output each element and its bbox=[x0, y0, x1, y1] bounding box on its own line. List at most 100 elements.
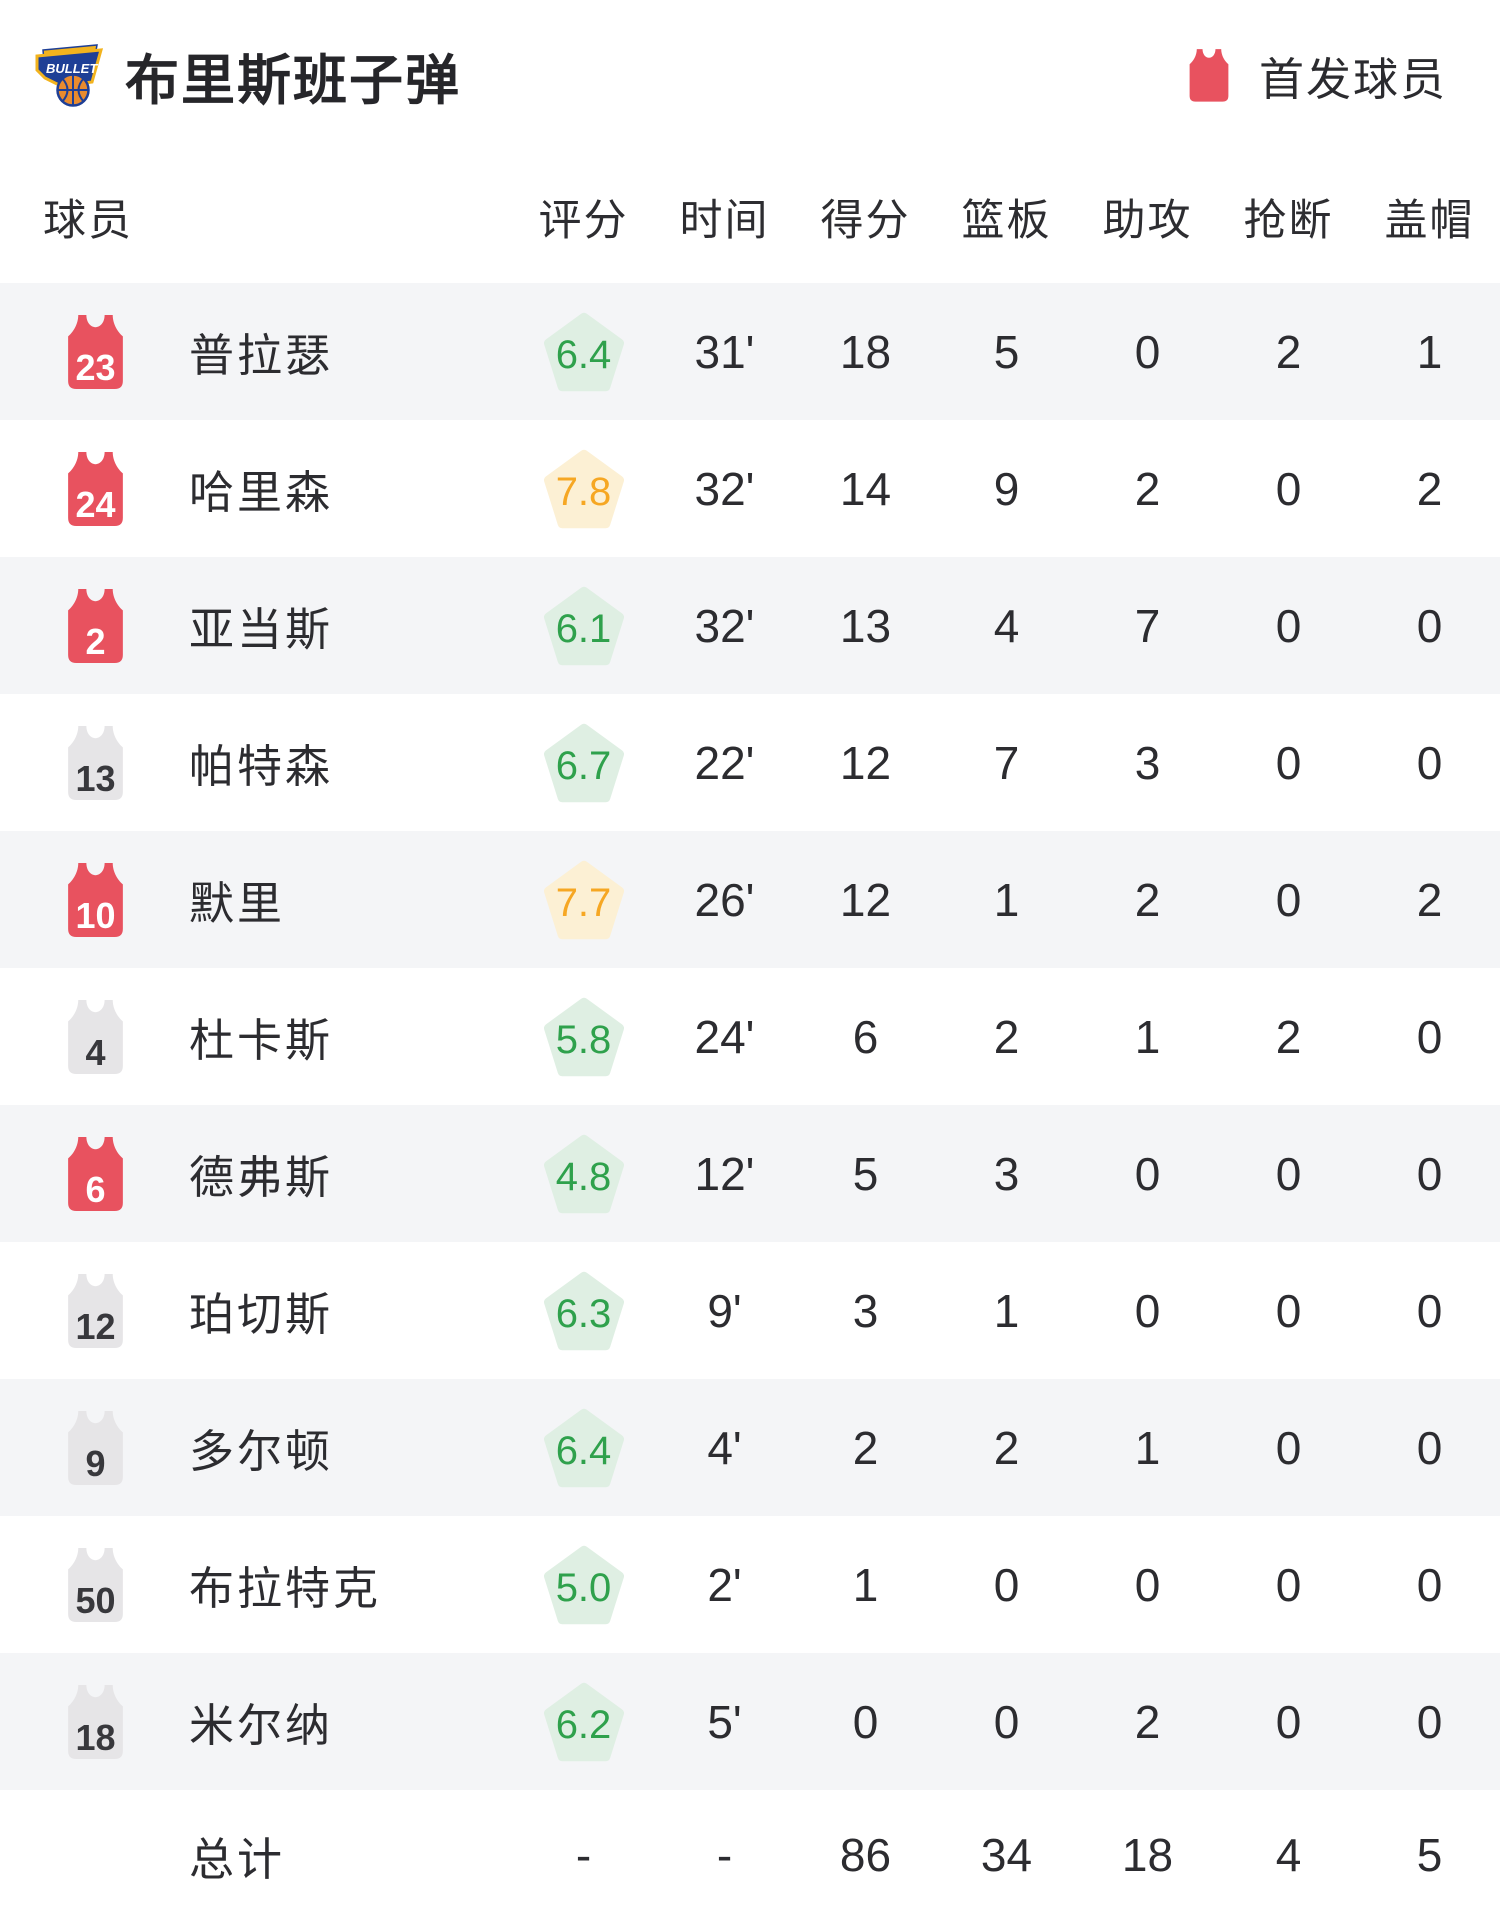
jersey-icon: 23 bbox=[59, 312, 132, 391]
jersey-number: 10 bbox=[75, 895, 116, 936]
stat-steals: 2 bbox=[1134, 873, 1161, 926]
stat-rebounds: 3 bbox=[993, 1147, 1020, 1200]
jersey-number: 18 bbox=[75, 1717, 116, 1758]
rating-value: 6.7 bbox=[555, 743, 612, 788]
rating-cell: 6.4 bbox=[513, 1408, 654, 1488]
player-row[interactable]: 4 杜卡斯 5.8 24' 6 2 1 2 0 bbox=[0, 968, 1500, 1105]
player-name: 布拉特克 bbox=[189, 1563, 382, 1614]
stat-assists: 0 bbox=[1275, 599, 1302, 652]
column-header-steals: 抢断 bbox=[1243, 196, 1334, 245]
stat-steals: 3 bbox=[1134, 736, 1161, 789]
stat-points: 5 bbox=[852, 1147, 879, 1200]
jersey-number: 23 bbox=[75, 347, 116, 388]
stat-time: 31' bbox=[694, 325, 755, 378]
player-cell: 23 普拉瑟 bbox=[0, 312, 513, 391]
player-cell: 4 杜卡斯 bbox=[0, 997, 513, 1076]
team-logo-icon: BULLETS bbox=[35, 44, 103, 107]
player-cell: 6 德弗斯 bbox=[0, 1134, 513, 1213]
jersey-number: 24 bbox=[75, 484, 116, 525]
pentagon-icon bbox=[543, 1682, 624, 1761]
player-row[interactable]: 50 布拉特克 5.0 2' 1 0 0 0 0 bbox=[0, 1516, 1500, 1653]
pentagon-icon bbox=[543, 997, 624, 1076]
player-cell: 2 亚当斯 bbox=[0, 586, 513, 665]
stat-time: 2' bbox=[707, 1558, 742, 1611]
stat-assists: 0 bbox=[1275, 736, 1302, 789]
rating-value: 6.4 bbox=[555, 332, 612, 377]
rating-cell: 6.7 bbox=[513, 723, 654, 803]
rating-badge: 5.0 bbox=[543, 1545, 624, 1625]
stat-time: 4' bbox=[707, 1421, 742, 1474]
player-row[interactable]: 6 德弗斯 4.8 12' 5 3 0 0 0 bbox=[0, 1105, 1500, 1242]
player-name: 多尔顿 bbox=[189, 1426, 334, 1477]
total-rating: - bbox=[575, 1829, 592, 1881]
player-row[interactable]: 9 多尔顿 6.4 4' 2 2 1 0 0 bbox=[0, 1379, 1500, 1516]
stat-rebounds: 1 bbox=[993, 873, 1020, 926]
player-row[interactable]: 13 帕特森 6.7 22' 12 7 3 0 0 bbox=[0, 694, 1500, 831]
stat-rebounds: 1 bbox=[993, 1284, 1020, 1337]
stat-steals: 7 bbox=[1134, 599, 1161, 652]
stat-points: 18 bbox=[839, 325, 892, 378]
jersey-icon: 4 bbox=[59, 997, 132, 1076]
stat-points: 2 bbox=[852, 1421, 879, 1474]
stat-points: 12 bbox=[839, 873, 892, 926]
rating-badge: 6.7 bbox=[543, 723, 624, 803]
column-header-rating: 评分 bbox=[538, 196, 629, 245]
stat-assists: 0 bbox=[1275, 1695, 1302, 1748]
stat-blocks: 2 bbox=[1416, 462, 1443, 515]
column-header-player: 球员 bbox=[43, 196, 133, 245]
stat-blocks: 0 bbox=[1416, 1147, 1443, 1200]
rating-value: 7.8 bbox=[555, 469, 612, 514]
rating-value: 4.8 bbox=[555, 1154, 612, 1199]
stat-points: 0 bbox=[852, 1695, 879, 1748]
total-row: 总计 - - 86 34 18 4 5 bbox=[0, 1790, 1500, 1920]
rating-value: 6.2 bbox=[555, 1702, 612, 1747]
column-header-assists: 助攻 bbox=[1102, 196, 1193, 245]
stat-blocks: 0 bbox=[1416, 599, 1443, 652]
rating-badge: 7.7 bbox=[543, 860, 624, 940]
player-row[interactable]: 24 哈里森 7.8 32' 14 9 2 0 2 bbox=[0, 420, 1500, 557]
player-row[interactable]: 10 默里 7.7 26' 12 1 2 0 2 bbox=[0, 831, 1500, 968]
table-body: 23 普拉瑟 6.4 31' 18 5 0 2 1 24 哈里森 bbox=[0, 283, 1500, 1790]
player-row[interactable]: 23 普拉瑟 6.4 31' 18 5 0 2 1 bbox=[0, 283, 1500, 420]
pentagon-icon bbox=[543, 312, 624, 391]
rating-cell: 6.2 bbox=[513, 1682, 654, 1762]
player-row[interactable]: 12 珀切斯 6.3 9' 3 1 0 0 0 bbox=[0, 1242, 1500, 1379]
rating-badge: 6.1 bbox=[543, 586, 624, 666]
jersey-icon: 10 bbox=[59, 860, 132, 939]
rating-badge: 6.4 bbox=[543, 312, 624, 392]
total-assists: 18 bbox=[1121, 1829, 1174, 1881]
jersey-icon: 13 bbox=[59, 723, 132, 802]
player-row[interactable]: 2 亚当斯 6.1 32' 13 4 7 0 0 bbox=[0, 557, 1500, 694]
stat-steals: 0 bbox=[1134, 1284, 1161, 1337]
column-header-time: 时间 bbox=[679, 196, 770, 245]
stat-points: 14 bbox=[839, 462, 892, 515]
rating-cell: 5.0 bbox=[513, 1545, 654, 1625]
stat-time: 9' bbox=[707, 1284, 742, 1337]
stat-rebounds: 5 bbox=[993, 325, 1020, 378]
stat-rebounds: 2 bbox=[993, 1421, 1020, 1474]
jersey-number: 4 bbox=[85, 1032, 106, 1073]
rating-cell: 7.8 bbox=[513, 449, 654, 529]
total-time: - bbox=[716, 1829, 733, 1881]
jersey-number: 2 bbox=[85, 621, 106, 662]
player-cell: 13 帕特森 bbox=[0, 723, 513, 802]
rating-cell: 6.4 bbox=[513, 312, 654, 392]
stat-assists: 0 bbox=[1275, 1421, 1302, 1474]
stat-blocks: 2 bbox=[1416, 873, 1443, 926]
stat-assists: 0 bbox=[1275, 1284, 1302, 1337]
jersey-icon: 2 bbox=[59, 586, 132, 665]
player-row[interactable]: 18 米尔纳 6.2 5' 0 0 2 0 0 bbox=[0, 1653, 1500, 1790]
jersey-number: 50 bbox=[75, 1580, 116, 1621]
player-cell: 24 哈里森 bbox=[0, 449, 513, 528]
stat-assists: 0 bbox=[1275, 1147, 1302, 1200]
jersey-icon: 24 bbox=[59, 449, 132, 528]
stat-blocks: 0 bbox=[1416, 1010, 1443, 1063]
stat-blocks: 0 bbox=[1416, 1558, 1443, 1611]
player-name: 珀切斯 bbox=[189, 1289, 334, 1340]
rating-badge: 5.8 bbox=[543, 997, 624, 1077]
rating-badge: 6.2 bbox=[543, 1682, 624, 1762]
stat-rebounds: 2 bbox=[993, 1010, 1020, 1063]
stat-steals: 1 bbox=[1134, 1010, 1161, 1063]
stat-time: 24' bbox=[694, 1010, 755, 1063]
starter-jersey-icon bbox=[1189, 49, 1229, 102]
